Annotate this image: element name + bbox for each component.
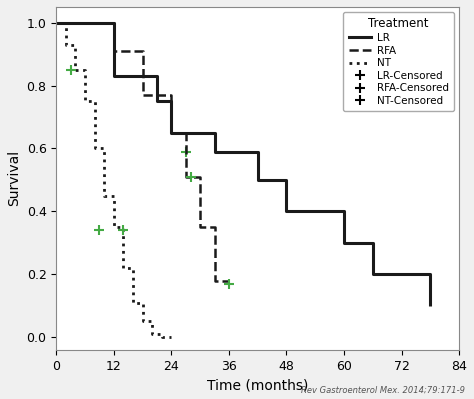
- RFA: [140, 93, 146, 97]
- LR: [154, 74, 160, 79]
- NT-Censored: [120, 228, 126, 233]
- Line: NT: NT: [56, 23, 171, 337]
- NT: [159, 335, 164, 340]
- NT: [92, 146, 98, 151]
- RFA: [168, 93, 174, 97]
- NT: [149, 332, 155, 336]
- LR: [399, 272, 404, 277]
- LR: [82, 20, 88, 25]
- LR: [226, 149, 232, 154]
- LR: [183, 130, 189, 135]
- NT: [111, 193, 117, 198]
- NT: [149, 319, 155, 324]
- LR: [111, 74, 117, 79]
- LR: [226, 149, 232, 154]
- LR: [428, 272, 433, 277]
- NT: [54, 20, 59, 25]
- LR: [283, 209, 289, 214]
- Line: NT-Censored: NT-Censored: [66, 65, 128, 235]
- NT: [168, 335, 174, 340]
- Text: Rev Gastroenterol Mex. 2014;79:171-9: Rev Gastroenterol Mex. 2014;79:171-9: [301, 386, 465, 395]
- LR: [428, 303, 433, 308]
- LR: [312, 209, 318, 214]
- RFA: [68, 20, 73, 25]
- RFA: [226, 278, 232, 283]
- RFA-Censored: [226, 281, 232, 286]
- NT: [140, 319, 146, 324]
- LR: [312, 209, 318, 214]
- LR: [168, 130, 174, 135]
- RFA: [197, 174, 203, 179]
- LR: [283, 178, 289, 182]
- LR: [54, 20, 59, 25]
- NT: [73, 67, 78, 72]
- NT: [159, 332, 164, 336]
- RFA: [111, 20, 117, 25]
- Line: RFA-Censored: RFA-Censored: [186, 172, 234, 288]
- RFA: [125, 49, 131, 53]
- LR: [341, 209, 347, 214]
- NT: [82, 99, 88, 104]
- RFA: [212, 225, 218, 229]
- Line: LR: LR: [56, 23, 430, 306]
- NT: [92, 99, 98, 104]
- RFA-Censored: [188, 174, 193, 179]
- LR: [255, 178, 261, 182]
- NT: [63, 42, 69, 47]
- NT: [168, 335, 174, 340]
- LR: [183, 130, 189, 135]
- LR: [399, 272, 404, 277]
- LR: [140, 74, 146, 79]
- RFA: [183, 174, 189, 179]
- LR: [168, 99, 174, 104]
- RFA: [154, 93, 160, 97]
- NT: [63, 20, 69, 25]
- RFA: [82, 20, 88, 25]
- RFA: [183, 130, 189, 135]
- LR: [255, 149, 261, 154]
- LR: [370, 272, 375, 277]
- RFA: [140, 49, 146, 53]
- NT-Censored: [68, 67, 73, 72]
- LR: [212, 130, 218, 135]
- RFA: [82, 20, 88, 25]
- NT: [140, 300, 146, 305]
- LR: [370, 241, 375, 245]
- RFA: [168, 130, 174, 135]
- NT: [101, 146, 107, 151]
- RFA: [154, 93, 160, 97]
- NT: [120, 225, 126, 229]
- NT-Censored: [97, 228, 102, 233]
- Y-axis label: Survival: Survival: [7, 150, 21, 206]
- LR: [111, 20, 117, 25]
- LR: [212, 149, 218, 154]
- RFA: [212, 278, 218, 283]
- Line: RFA: RFA: [56, 23, 229, 280]
- RFA: [197, 225, 203, 229]
- RFA: [125, 49, 131, 53]
- NT: [130, 266, 136, 271]
- NT: [82, 67, 88, 72]
- LR: [82, 20, 88, 25]
- NT: [111, 225, 117, 229]
- Legend: LR, RFA, NT, LR-Censored, RFA-Censored, NT-Censored: LR, RFA, NT, LR-Censored, RFA-Censored, …: [343, 12, 454, 111]
- LR: [140, 74, 146, 79]
- LR: [154, 99, 160, 104]
- X-axis label: Time (months): Time (months): [207, 378, 309, 392]
- RFA: [68, 20, 73, 25]
- RFA: [111, 49, 117, 53]
- NT: [73, 42, 78, 47]
- RFA: [226, 278, 232, 283]
- LR: [341, 241, 347, 245]
- NT: [120, 266, 126, 271]
- NT: [130, 300, 136, 305]
- RFA: [54, 20, 59, 25]
- NT: [101, 193, 107, 198]
